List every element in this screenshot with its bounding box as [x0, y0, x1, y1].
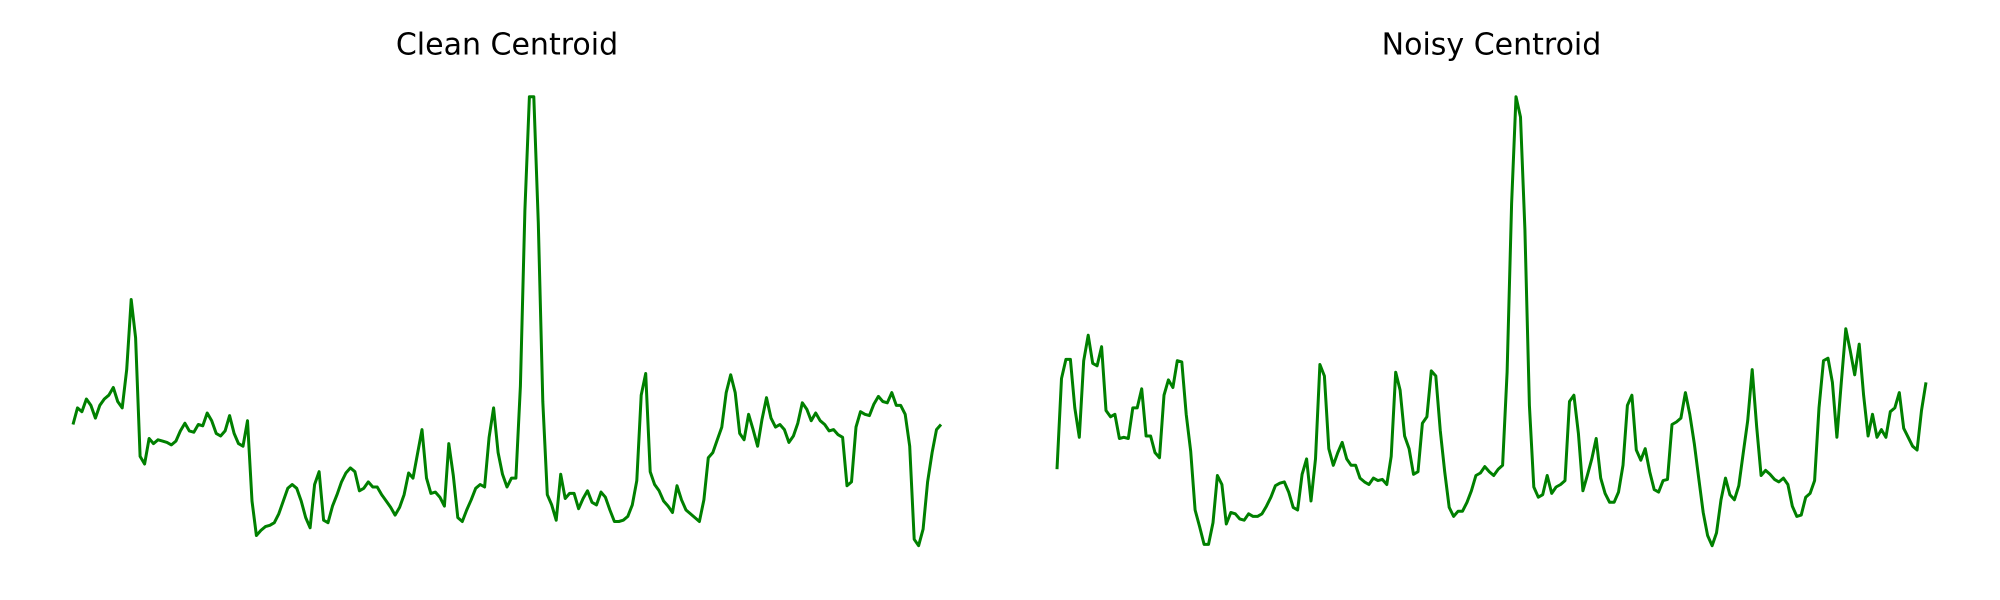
- data-line: [71, 95, 943, 548]
- data-line: [1055, 95, 1928, 548]
- chart-title: Clean Centroid: [396, 28, 618, 63]
- chart-title: Noisy Centroid: [1382, 28, 1602, 63]
